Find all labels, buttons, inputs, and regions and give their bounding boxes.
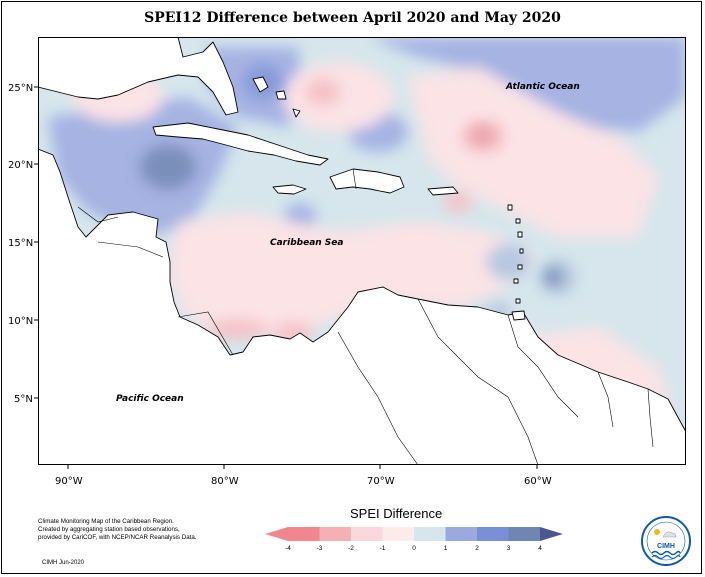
spei-map: Atlantic Ocean Caribbean Sea Pacific Oce… [38, 37, 686, 465]
cuba [152, 122, 329, 166]
anomaly-cores [140, 64, 561, 285]
mexico-central-america [38, 148, 686, 465]
wave-icon [651, 550, 681, 556]
cimh-logo: CIMH [641, 516, 691, 566]
atlantic-ocean-label: Atlantic Ocean [505, 82, 580, 92]
map-title: SPEI12 Difference between April 2020 and… [144, 10, 561, 26]
atlantic-blue-band [368, 37, 686, 132]
land-masses [38, 37, 686, 465]
trinidad [511, 310, 526, 321]
credits-date: CIMH Jun-2020 [42, 560, 85, 566]
puerto-rico [427, 186, 459, 196]
credits-line-1: Climate Monitoring Map of the Caribbean … [38, 518, 174, 525]
logo-name: CIMH [657, 543, 675, 550]
lesser-antilles [507, 204, 524, 304]
caribbean-sea-label: Caribbean Sea [270, 238, 343, 248]
country-borders [77, 168, 654, 465]
credits-text: Climate Monitoring Map of the Caribbean … [38, 518, 197, 542]
credits-line-2: Created by aggregating station based obs… [38, 526, 180, 533]
bahamas [252, 76, 269, 93]
pacific-ocean-label: Pacific Ocean [116, 394, 184, 404]
jamaica [272, 184, 307, 195]
hispaniola [329, 168, 405, 194]
legend-title: SPEI Difference [350, 506, 443, 521]
credits-line-3: provided by CariCOF, with NCEP/NCAR Rean… [38, 534, 197, 541]
cloud-icon [662, 531, 677, 538]
usa-florida [38, 37, 239, 116]
sun-icon [654, 529, 660, 535]
map-border [38, 37, 686, 465]
